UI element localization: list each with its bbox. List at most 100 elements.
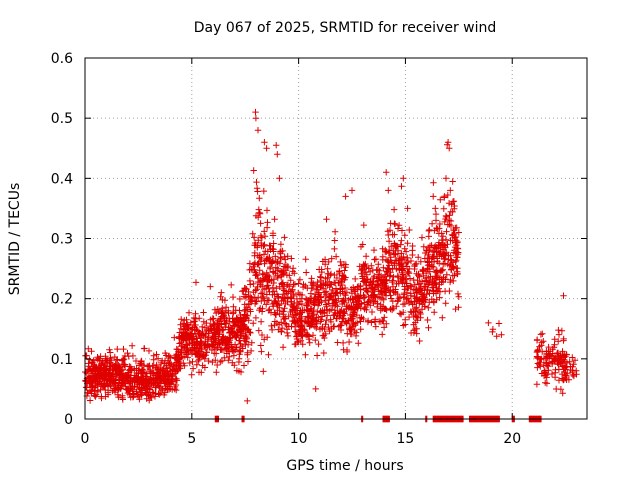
data-point — [266, 306, 273, 313]
data-point — [332, 279, 339, 286]
data-point — [226, 329, 233, 337]
data-point — [256, 209, 263, 216]
data-point — [426, 279, 433, 286]
data-point — [447, 187, 454, 194]
data-point — [309, 332, 317, 339]
data-point — [92, 367, 99, 374]
data-point — [399, 267, 406, 274]
data-point — [244, 397, 251, 405]
data-point — [219, 326, 227, 333]
data-point — [341, 310, 348, 317]
data-point — [559, 390, 566, 397]
data-point — [404, 240, 411, 247]
data-point — [442, 175, 450, 182]
data-point — [359, 265, 366, 273]
data-point — [182, 349, 190, 357]
data-point — [440, 205, 447, 212]
data-point — [310, 281, 317, 288]
data-point — [217, 358, 224, 366]
data-point — [555, 331, 563, 338]
data-point — [387, 220, 394, 227]
data-point — [244, 326, 251, 334]
data-point — [210, 321, 218, 328]
data-point — [327, 306, 335, 313]
data-point — [359, 241, 366, 248]
data-point — [400, 175, 407, 182]
data-point — [269, 259, 276, 266]
data-point — [194, 339, 201, 346]
data-point — [234, 316, 242, 324]
data-point — [362, 279, 370, 286]
data-point — [264, 334, 271, 341]
data-point — [351, 327, 358, 335]
data-point — [178, 316, 185, 323]
data-point — [433, 248, 440, 256]
grid-layer — [85, 58, 587, 419]
y-tick-label: 0.3 — [51, 232, 73, 248]
data-point — [255, 206, 262, 213]
data-point — [390, 206, 398, 213]
data-point — [394, 247, 402, 254]
data-point — [127, 375, 134, 382]
data-point — [413, 304, 420, 311]
data-point — [439, 233, 447, 240]
data-point — [324, 282, 331, 289]
data-point — [231, 319, 238, 327]
data-point — [398, 183, 405, 190]
data-point — [564, 370, 571, 377]
data-point — [399, 279, 406, 286]
data-point — [216, 340, 223, 347]
data-point — [377, 287, 384, 294]
data-point — [154, 355, 162, 362]
data-point — [357, 286, 364, 293]
data-point — [383, 284, 390, 291]
data-point — [283, 326, 291, 333]
data-point — [86, 397, 94, 404]
data-point — [267, 246, 274, 253]
data-point — [558, 327, 566, 334]
data-point — [454, 238, 461, 246]
data-point — [205, 342, 212, 349]
data-point — [424, 287, 431, 294]
data-point — [272, 311, 279, 318]
data-point — [443, 228, 450, 235]
data-point — [426, 268, 433, 275]
data-point — [86, 356, 93, 363]
data-point — [350, 295, 357, 303]
data-point — [265, 351, 272, 358]
data-point — [286, 272, 293, 279]
data-point — [220, 313, 227, 320]
data-point — [341, 274, 348, 281]
y-tick-label: 0.4 — [51, 171, 73, 187]
data-point — [364, 288, 371, 296]
data-point — [198, 369, 205, 376]
data-point — [450, 226, 457, 234]
data-point — [545, 367, 552, 374]
data-point — [453, 270, 461, 278]
data-point — [248, 294, 255, 302]
data-point — [379, 317, 386, 325]
data-point — [569, 367, 576, 374]
data-point — [439, 314, 446, 321]
data-point — [437, 196, 444, 203]
data-point — [349, 296, 356, 303]
data-point — [453, 241, 460, 249]
data-point — [193, 344, 200, 352]
data-point — [239, 320, 246, 328]
data-point — [302, 331, 310, 338]
data-point — [153, 351, 160, 358]
data-point — [229, 359, 236, 366]
data-point — [363, 306, 370, 314]
y-axis-label: SRMTID / TECUs — [7, 183, 23, 296]
data-point — [159, 374, 166, 381]
data-points — [82, 108, 580, 423]
data-point — [342, 261, 349, 268]
data-point — [115, 379, 123, 386]
data-point — [163, 385, 171, 392]
data-point — [244, 351, 251, 358]
data-point — [136, 385, 143, 392]
data-point — [190, 318, 198, 325]
data-point — [358, 300, 365, 307]
data-point — [87, 375, 94, 382]
